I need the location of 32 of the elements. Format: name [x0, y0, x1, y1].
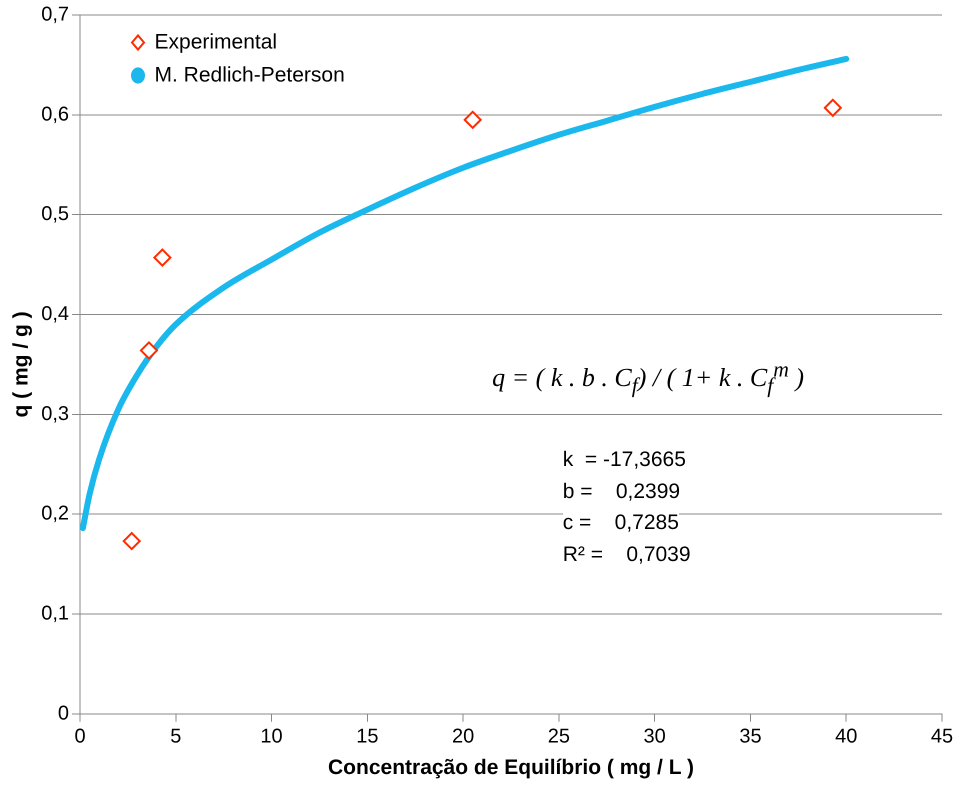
x-tick-label: 45 [930, 725, 954, 748]
y-tick-label: 0,7 [41, 4, 70, 26]
y-tick-label: 0 [58, 702, 70, 724]
point [140, 341, 158, 360]
legend-label: Experimental [154, 30, 278, 54]
point [824, 98, 842, 117]
annotation: b = 0,2399 [562, 480, 680, 504]
y-tick-label: 0,2 [41, 502, 70, 525]
annotation: k = -17,3665 [562, 448, 686, 472]
x-tick-label: 25 [548, 725, 570, 748]
x-tick-label: 10 [260, 725, 283, 748]
x-tick-label: 15 [356, 725, 378, 748]
point [122, 532, 141, 550]
point [464, 110, 482, 129]
y-tick-label: 0,6 [41, 103, 70, 126]
x-tick-label: 35 [739, 725, 762, 748]
y-tick-label: 0,3 [41, 402, 70, 425]
x-tick-label: 5 [170, 725, 182, 748]
x-axis-title: Concentração de Equilíbrio ( mg / L ) [328, 756, 694, 780]
legend-label: M. Redlich-Peterson [154, 63, 345, 86]
annotation: q = ( k . b . C$_{f}$) / ( 1+ k . C$_{f}$$^{m}$ ) [492, 358, 804, 399]
x-tick-label: 30 [644, 725, 666, 748]
y-tick-label: 0,5 [41, 203, 70, 226]
annotation: c = 0,7285 [562, 511, 679, 536]
x-tick-label: 20 [452, 725, 474, 748]
y-tick-label: 0,4 [41, 303, 70, 325]
point [153, 248, 172, 267]
x-tick-label: 40 [835, 725, 858, 748]
y-tick-label: 0,1 [41, 602, 70, 624]
x-tick-label: 0 [74, 725, 86, 748]
annotation: R² = 0,7039 [562, 542, 691, 567]
y-axis-title: q ( mg / g ) [9, 311, 32, 418]
